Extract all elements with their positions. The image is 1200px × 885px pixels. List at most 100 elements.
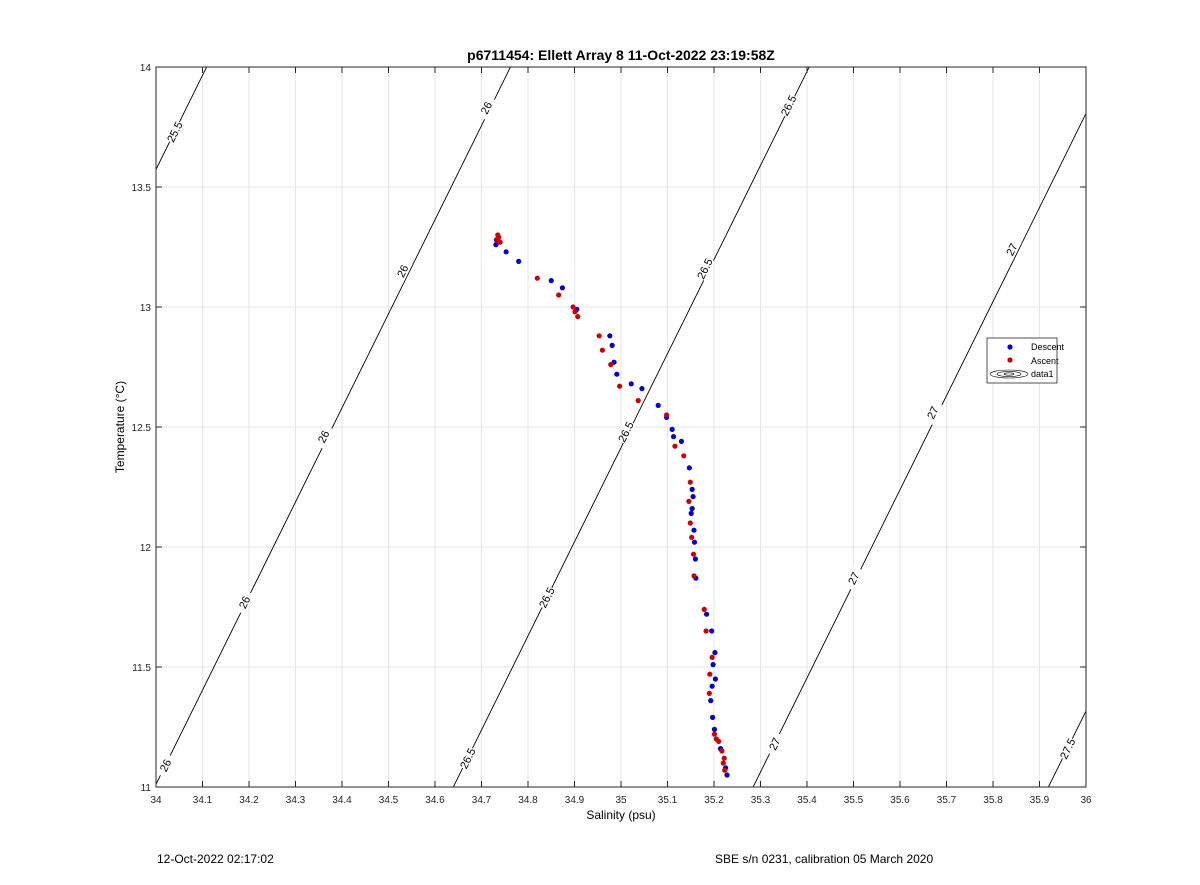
legend-label-descent: Descent (1031, 342, 1065, 352)
point-ascent (570, 304, 576, 310)
contour-label: 27 (767, 736, 783, 752)
point-ascent (722, 767, 728, 773)
point-descent (689, 486, 695, 492)
point-ascent (711, 731, 718, 737)
x-tick-label: 35 (615, 795, 627, 806)
point-descent (712, 650, 718, 656)
x-tick-label: 34.6 (425, 795, 445, 806)
point-ascent (497, 239, 503, 245)
point-ascent (663, 412, 670, 418)
x-tick-label: 34.3 (286, 795, 306, 806)
x-tick-label: 35.4 (797, 795, 817, 806)
point-ascent (720, 760, 726, 766)
x-tick-label: 35.8 (983, 795, 1003, 806)
x-tick-label: 35.2 (704, 795, 724, 806)
point-descent (712, 676, 718, 682)
point-ascent (716, 738, 722, 745)
point-descent (689, 506, 695, 512)
contour-label: 26 (479, 100, 495, 116)
legend: Descent Ascent data1 (986, 337, 1065, 384)
footer-calibration: SBE s/n 0231, calibration 05 March 2020 (715, 852, 934, 866)
point-descent (678, 438, 685, 444)
x-tick-label: 34.4 (332, 795, 352, 806)
point-descent (559, 285, 566, 291)
y-tick-label: 13.5 (132, 183, 152, 194)
x-tick-label: 35.5 (844, 795, 864, 806)
point-ascent (672, 443, 678, 449)
point-ascent (709, 654, 715, 661)
legend-marker-ascent (1007, 357, 1013, 363)
point-descent (516, 258, 522, 264)
point-ascent (703, 628, 709, 634)
y-tick-label: 11.5 (132, 663, 151, 674)
point-descent (710, 714, 716, 721)
grid (155, 66, 1087, 788)
x-tick-label: 36 (1080, 795, 1092, 806)
contour-label: 26 (237, 594, 253, 610)
contour-label-background (694, 256, 715, 282)
point-descent (690, 494, 696, 500)
contour-label-background (1001, 236, 1022, 262)
contour-label-background (457, 745, 478, 771)
point-ascent (706, 690, 712, 697)
x-tick-label: 34.8 (518, 795, 538, 806)
point-descent (691, 527, 697, 533)
point-ascent (690, 551, 697, 557)
x-tick-label: 34 (150, 795, 162, 806)
point-ascent (556, 292, 562, 298)
point-descent (692, 556, 699, 562)
point-descent (639, 386, 645, 392)
contour-line (752, 112, 1086, 787)
legend-label-data1: data1 (1031, 369, 1054, 379)
contour-label-background (615, 419, 636, 445)
x-tick-label: 34.5 (379, 795, 399, 806)
point-descent (609, 342, 615, 348)
y-tick-label: 12 (140, 543, 152, 554)
x-tick-label: 34.9 (565, 795, 585, 806)
x-tick-label: 35.7 (937, 795, 957, 806)
contour-label: 26 (316, 429, 332, 445)
point-descent (548, 278, 554, 284)
y-axis-label: Temperature (°C) (113, 381, 127, 473)
point-descent (711, 726, 718, 733)
contour-label-background (155, 752, 176, 778)
point-ascent (608, 362, 614, 368)
point-descent (710, 662, 716, 668)
legend-label-ascent: Ascent (1031, 356, 1059, 366)
contour-label-background (475, 95, 497, 121)
contour-label-background (164, 119, 185, 145)
point-ascent (635, 398, 641, 404)
y-tick-label: 13 (140, 303, 152, 314)
point-descent (607, 333, 613, 339)
point-descent (503, 249, 509, 255)
y-tick-label: 11 (141, 783, 152, 794)
point-ascent (681, 453, 687, 459)
legend-contour-icon (989, 369, 1029, 379)
point-descent (703, 611, 710, 617)
data-points (493, 232, 730, 778)
contour-label: 27 (846, 570, 862, 586)
contour-label-background (764, 731, 785, 757)
point-ascent (719, 748, 725, 754)
point-descent (614, 371, 620, 377)
contour-label: 26 (158, 758, 174, 774)
x-axis-label: Salinity (psu) (586, 808, 655, 822)
point-descent (688, 510, 694, 516)
x-tick-label: 35.6 (890, 795, 910, 806)
contour-label: 27 (925, 405, 941, 421)
x-tick-label: 35.1 (658, 795, 678, 806)
point-descent (709, 628, 715, 634)
y-tick-label: 14 (140, 63, 152, 74)
contour-label-background (778, 92, 799, 118)
point-descent (670, 434, 677, 440)
point-ascent (575, 314, 581, 320)
contour-label: 26 (395, 263, 411, 279)
contour-label: 27 (1004, 242, 1020, 258)
point-ascent (721, 755, 727, 761)
contour-label-background (234, 589, 255, 615)
point-descent (628, 381, 634, 387)
point-ascent (572, 309, 578, 315)
contour-label-background (922, 400, 943, 426)
x-tick-label: 35.3 (751, 795, 771, 806)
